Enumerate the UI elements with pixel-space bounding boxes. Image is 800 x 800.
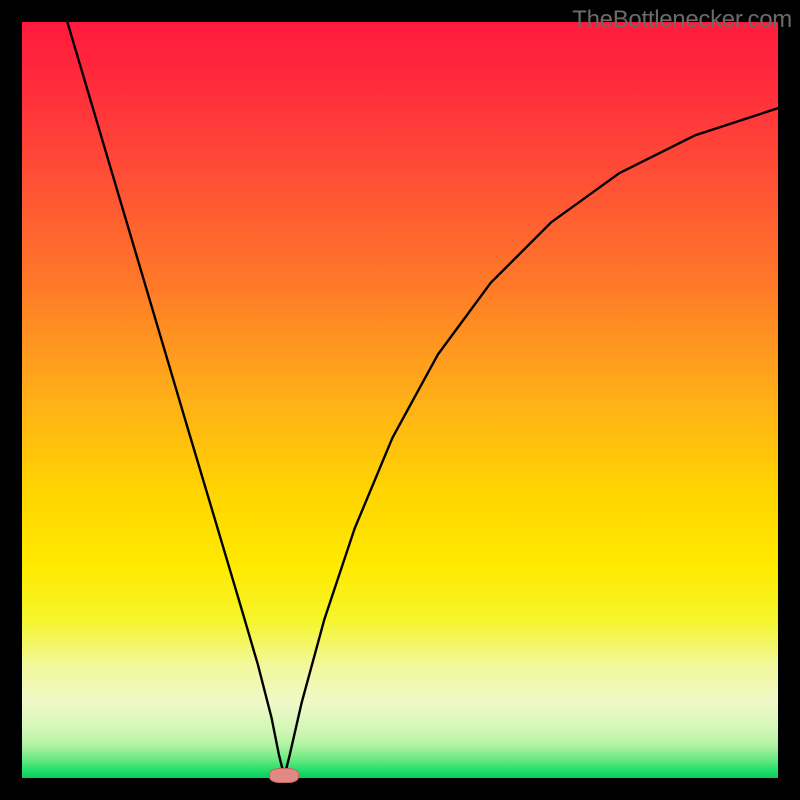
- chart-canvas: TheBottlenecker.com: [0, 0, 800, 800]
- watermark-text: TheBottlenecker.com: [572, 6, 792, 34]
- plot-background-gradient: [22, 22, 778, 778]
- plot-area: [22, 22, 778, 778]
- minimum-marker: [269, 768, 299, 783]
